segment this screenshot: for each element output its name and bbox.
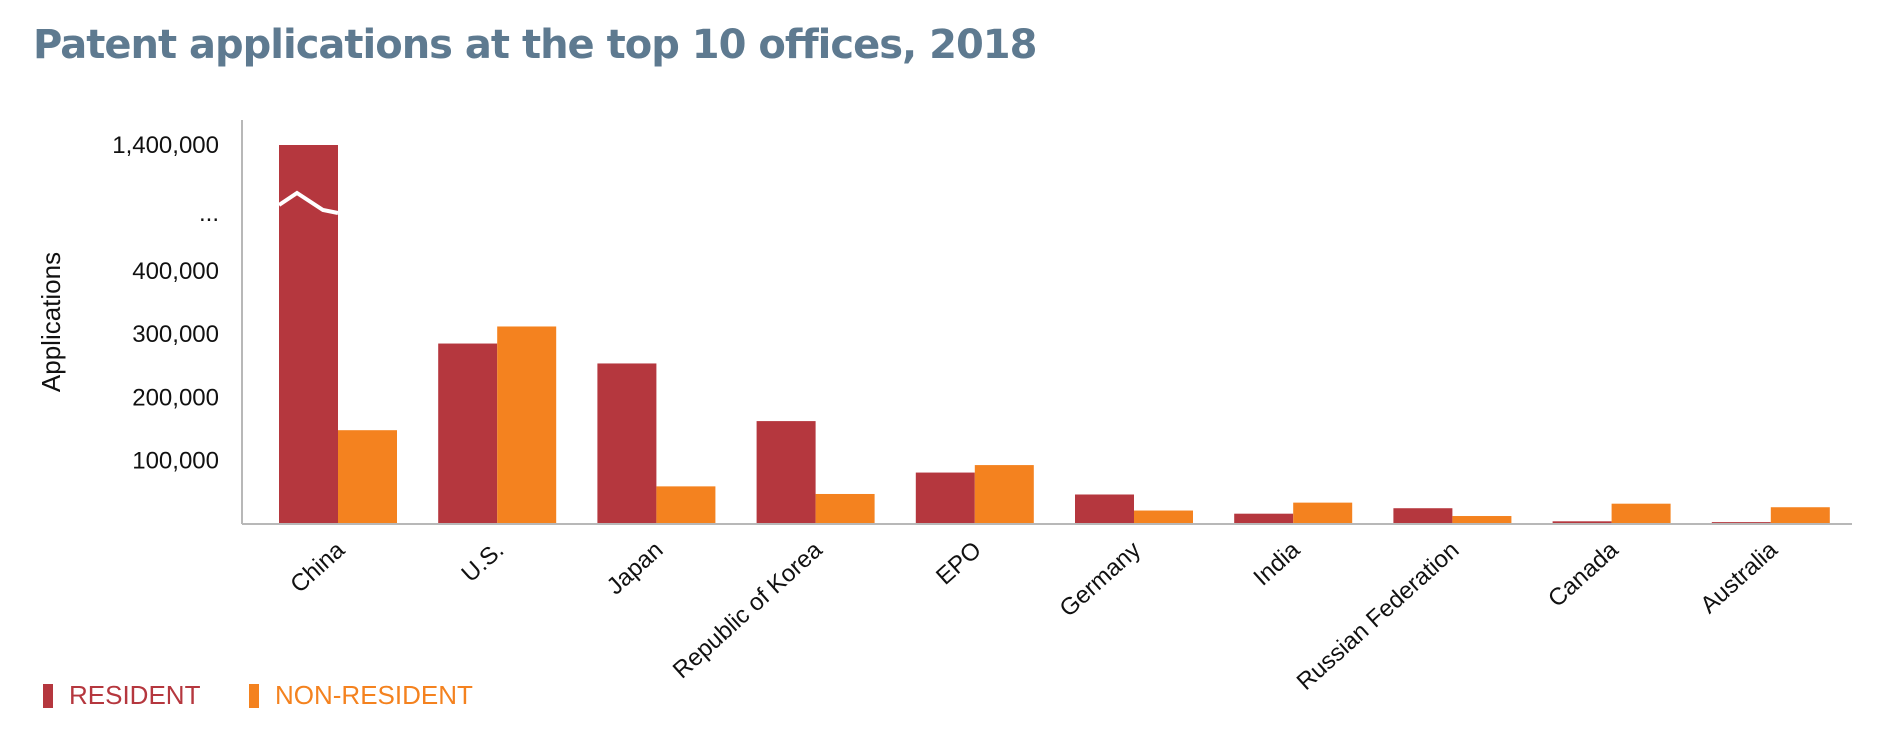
x-tick-label: India: [1248, 536, 1305, 591]
bar-non-resident: [1770, 507, 1830, 524]
y-axis-label: Applications: [36, 252, 66, 392]
bar-resident: [1075, 494, 1134, 524]
bar-non-resident: [338, 430, 397, 524]
bar-resident: [279, 145, 338, 524]
bar-non-resident: [815, 493, 875, 524]
y-axis-ticks: 100,000 200,000 300,000 400,000... 1,400,000: [112, 132, 219, 475]
y-tick-label: 200,000: [132, 384, 219, 411]
x-tick-label: U.S.: [456, 536, 509, 587]
x-tick-label: EPO: [931, 536, 987, 590]
bar-resident: [438, 343, 498, 524]
x-tick-label: Canada: [1543, 536, 1624, 613]
bar-resident: [756, 421, 816, 524]
bar-non-resident: [974, 465, 1034, 524]
bar-resident: [915, 472, 975, 524]
x-tick-label: Australia: [1695, 536, 1783, 619]
bar-non-resident: [1452, 516, 1512, 524]
legend-label-resident: RESIDENT: [69, 680, 201, 710]
bar-resident: [1234, 513, 1294, 524]
x-tick-label: Republic of Korea: [668, 536, 828, 684]
y-tick-label: ...: [199, 200, 219, 227]
bar-resident: [1393, 508, 1453, 524]
chart-title: Patent applications at the top 10 office…: [33, 22, 1037, 68]
legend-swatch-resident: [43, 683, 53, 708]
y-tick-label: 1,400,000: [112, 132, 219, 159]
bar-resident: [1552, 521, 1612, 524]
y-tick-label: 100,000: [132, 448, 219, 475]
x-tick-label: China: [285, 536, 350, 598]
x-tick-label: Russian Federation: [1292, 536, 1465, 695]
bar-resident: [597, 363, 657, 524]
legend-item-non-resident: NON-RESIDENT: [249, 680, 473, 711]
legend-item-resident: RESIDENT: [43, 680, 200, 711]
legend-label-non-resident: NON-RESIDENT: [275, 680, 473, 710]
bar-non-resident: [497, 326, 557, 524]
bar-non-resident: [656, 486, 716, 524]
bar-non-resident: [1293, 502, 1353, 524]
bars: [277, 145, 1830, 524]
axis-break-mark: [277, 190, 339, 215]
bar-non-resident: [1611, 503, 1671, 524]
x-tick-label: Japan: [602, 536, 669, 600]
x-axis-ticks: China U.S. Japan Republic of Korea EPO German…: [285, 536, 1783, 696]
bar-non-resident: [1134, 510, 1193, 524]
y-tick-label: 300,000: [132, 321, 219, 348]
y-tick-label: 400,000: [132, 258, 219, 285]
legend-swatch-non-resident: [249, 683, 259, 708]
x-tick-label: Germany: [1055, 536, 1146, 622]
